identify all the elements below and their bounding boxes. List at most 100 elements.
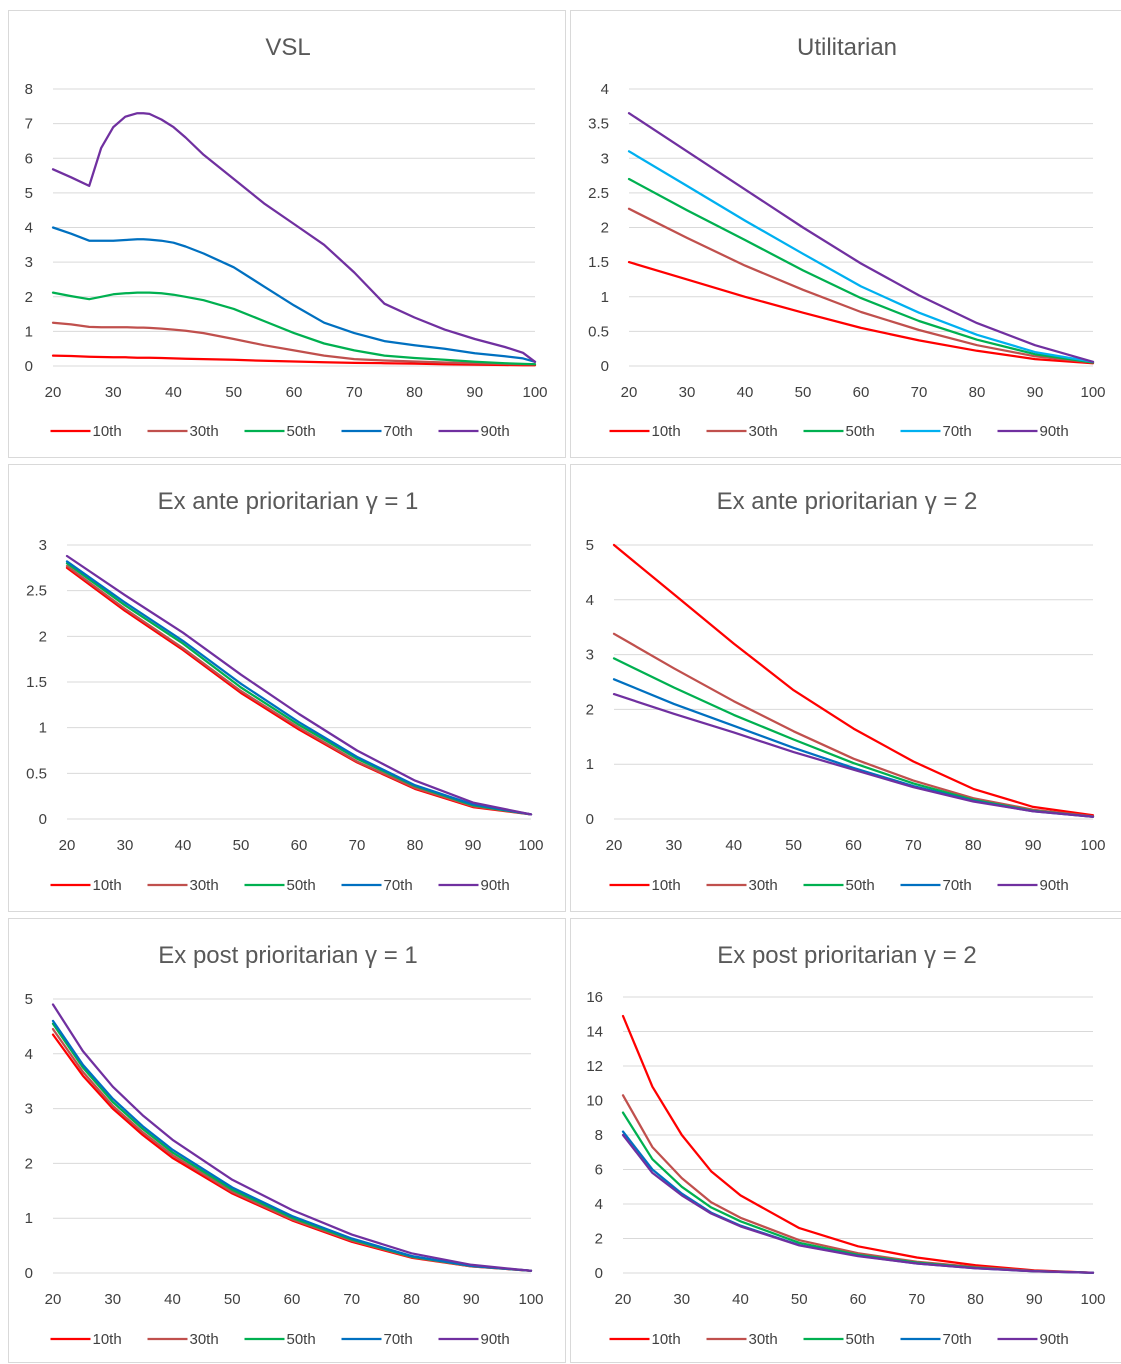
- chart-panel-6: Ex post prioritarian γ = 2 0 2 4 6 8 10 12 14 16 2…: [570, 918, 1121, 1363]
- x-tick-label: 40: [732, 1291, 749, 1308]
- y-tick-label: 8: [25, 81, 33, 98]
- x-tick-label: 90: [1025, 837, 1042, 854]
- y-tick-label: 0.5: [26, 765, 47, 782]
- x-tick-label: 60: [853, 384, 870, 401]
- chart-svg: Ex ante prioritarian γ = 1 0 0.5 1 1.5 2 2.5 3 2…: [26, 488, 543, 894]
- series-line-70th: [51, 1019, 533, 1272]
- x-tick-label: 20: [45, 1291, 62, 1308]
- y-tick-label: 2: [601, 220, 609, 237]
- series-line-90th: [65, 554, 533, 816]
- y-tick-label: 3.5: [588, 116, 609, 133]
- y-tick-label: 2: [25, 289, 33, 306]
- legend-label-90th: 90th: [1040, 877, 1069, 894]
- y-tick-label: 0: [25, 1265, 33, 1282]
- legend-label-30th: 30th: [190, 1331, 219, 1348]
- legend-label-90th: 90th: [481, 877, 510, 894]
- y-tick-label: 14: [586, 1024, 603, 1041]
- y-tick-label: 1: [25, 323, 33, 340]
- x-tick-label: 80: [969, 384, 986, 401]
- y-tick-label: 5: [25, 185, 33, 202]
- x-tick-label: 40: [725, 837, 742, 854]
- legend-label-50th: 50th: [287, 423, 316, 440]
- x-tick-label: 30: [105, 384, 122, 401]
- x-tick-label: 40: [737, 384, 754, 401]
- series-line-30th: [51, 321, 537, 366]
- series-line-90th: [51, 1003, 533, 1272]
- series-line-10th: [51, 354, 537, 367]
- x-tick-label: 40: [165, 384, 182, 401]
- y-tick-label: 5: [25, 991, 33, 1008]
- series-line-50th: [51, 291, 537, 366]
- series-line-10th: [65, 566, 533, 816]
- y-tick-label: 5: [586, 537, 594, 554]
- legend-label-90th: 90th: [1040, 1331, 1069, 1348]
- legend-label-70th: 70th: [384, 423, 413, 440]
- x-tick-label: 60: [286, 384, 303, 401]
- chart-svg: VSL 0 1 2 3 4 5 6 7 8 20 30 40 50 60 70 80 90 100 10th 30th 5…: [25, 34, 548, 440]
- x-tick-label: 90: [1026, 1291, 1043, 1308]
- x-tick-label: 50: [233, 837, 250, 854]
- y-tick-label: 0: [586, 811, 594, 828]
- legend-label-70th: 70th: [943, 1331, 972, 1348]
- series-line-70th: [627, 150, 1095, 363]
- y-tick-label: 2: [595, 1231, 603, 1248]
- legend-label-70th: 70th: [384, 1331, 413, 1348]
- series-line-50th: [621, 1111, 1095, 1274]
- series-line-90th: [627, 112, 1095, 363]
- y-tick-label: 12: [586, 1058, 603, 1075]
- x-tick-label: 90: [466, 384, 483, 401]
- series-line-70th: [65, 560, 533, 816]
- chart-title: VSL: [265, 34, 310, 61]
- x-tick-label: 30: [117, 837, 134, 854]
- x-tick-label: 30: [679, 384, 696, 401]
- legend-label-30th: 30th: [190, 423, 219, 440]
- y-tick-label: 2: [586, 701, 594, 718]
- x-tick-label: 70: [343, 1291, 360, 1308]
- x-tick-label: 20: [606, 837, 623, 854]
- chart-title: Utilitarian: [797, 34, 897, 61]
- legend-label-30th: 30th: [749, 877, 778, 894]
- series-line-30th: [65, 564, 533, 816]
- y-tick-label: 16: [586, 989, 603, 1006]
- y-tick-label: 10: [586, 1093, 603, 1110]
- chart-panel-3: Ex ante prioritarian γ = 1 0 0.5 1 1.5 2 2.5 3 2…: [8, 464, 566, 912]
- chart-svg: Ex post prioritarian γ = 1 0 1 2 3 4 5 20 30 40 50…: [25, 942, 544, 1348]
- x-tick-label: 50: [224, 1291, 241, 1308]
- x-tick-label: 60: [850, 1291, 867, 1308]
- x-tick-label: 20: [45, 384, 62, 401]
- y-tick-label: 3: [25, 254, 33, 271]
- x-tick-label: 80: [965, 837, 982, 854]
- y-tick-label: 4: [25, 1046, 33, 1063]
- series-line-90th: [621, 1133, 1095, 1274]
- x-tick-label: 30: [673, 1291, 690, 1308]
- x-tick-label: 90: [1027, 384, 1044, 401]
- y-tick-label: 2.5: [588, 185, 609, 202]
- legend-label-30th: 30th: [190, 877, 219, 894]
- legend-label-90th: 90th: [481, 1331, 510, 1348]
- legend-label-70th: 70th: [943, 423, 972, 440]
- y-tick-label: 1: [25, 1210, 33, 1227]
- series-line-10th: [612, 543, 1095, 817]
- legend-label-30th: 30th: [749, 423, 778, 440]
- legend-label-90th: 90th: [481, 423, 510, 440]
- x-tick-label: 70: [349, 837, 366, 854]
- chart-panel-5: Ex post prioritarian γ = 1 0 1 2 3 4 5 20 30 40 50…: [8, 918, 566, 1363]
- series-line-50th: [627, 177, 1095, 364]
- chart-title: Ex post prioritarian γ = 2: [717, 942, 976, 969]
- series-line-30th: [627, 207, 1095, 364]
- x-tick-label: 90: [463, 1291, 480, 1308]
- x-tick-label: 70: [346, 384, 363, 401]
- y-tick-label: 1: [601, 289, 609, 306]
- chart-panel-2: Utilitarian 0 0.5 1 1.5 2 2.5 3 3.5 4 20 30 40 50 60 70…: [570, 10, 1121, 458]
- legend-label-50th: 50th: [287, 1331, 316, 1348]
- y-tick-label: 2: [25, 1155, 33, 1172]
- chart-panel-4: Ex ante prioritarian γ = 2 0 1 2 3 4 5 20 30 40 50…: [570, 464, 1121, 912]
- series-line-30th: [51, 1027, 533, 1272]
- chart-panel-1: VSL 0 1 2 3 4 5 6 7 8 20 30 40 50 60 70 80 90 100 10th 30th 5…: [8, 10, 566, 458]
- x-tick-label: 100: [522, 384, 547, 401]
- y-tick-label: 0: [601, 358, 609, 375]
- y-tick-label: 0: [25, 358, 33, 375]
- y-tick-label: 2.5: [26, 583, 47, 600]
- y-tick-label: 4: [601, 81, 609, 98]
- series-line-30th: [612, 632, 1095, 818]
